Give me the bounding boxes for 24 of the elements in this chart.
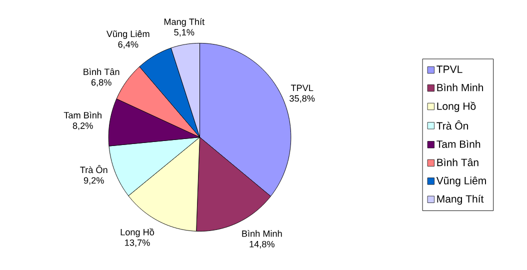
data-label: 8,2%: [72, 122, 93, 130]
legend-label: Vũng Liêm: [436, 176, 486, 187]
data-label: 6,4%: [118, 41, 138, 49]
data-label: 13,7%: [125, 240, 150, 248]
slice-label: Bình Tân: [84, 68, 120, 76]
slice-label: Tam Bình: [64, 112, 102, 119]
slice-label: Long Hồ: [120, 228, 154, 238]
data-label: 5,1%: [174, 29, 194, 37]
slice-label: Trà Ôn: [80, 165, 108, 174]
slice-label: Mang Thít: [164, 18, 205, 27]
data-label: 9,2%: [84, 177, 104, 185]
legend-label: TPVL: [436, 66, 462, 74]
slice-label: TPVL: [290, 84, 314, 92]
data-label: 6,8%: [91, 79, 112, 87]
legend-label: Tam Bình: [436, 140, 480, 148]
legend-label: Long Hồ: [437, 102, 476, 112]
legend-label: Trà Ôn: [436, 120, 468, 130]
legend-label: Bình Minh: [437, 84, 484, 92]
legend-label: Bình Tân: [437, 158, 478, 166]
data-label: 14,8%: [250, 241, 274, 249]
slice-label: Bình Minh: [242, 230, 282, 237]
data-label: 35,8%: [290, 95, 315, 103]
legend-label: Mang Thít: [437, 194, 484, 205]
slice-label: Vũng Liêm: [106, 30, 150, 40]
